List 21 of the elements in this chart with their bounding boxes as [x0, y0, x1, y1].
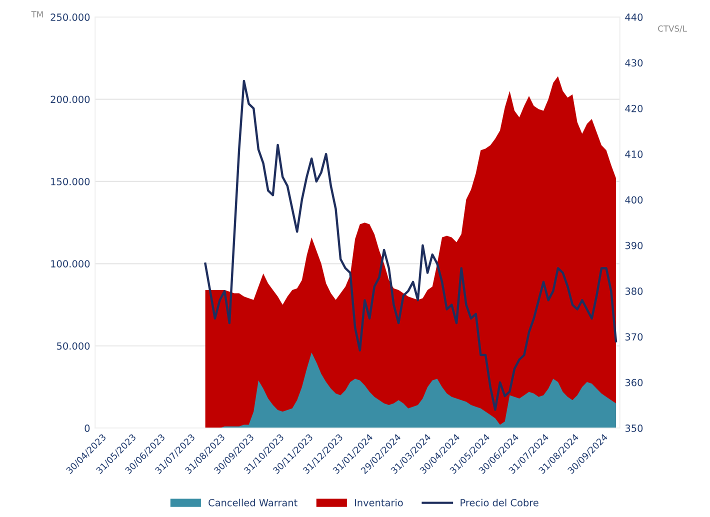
y-axis-title: TM — [31, 11, 43, 18]
y2-tick-label: 360 — [625, 378, 643, 386]
y2-tick-label: 390 — [625, 242, 643, 250]
y-tick-label: 200.000 — [50, 96, 90, 104]
y2-tick-label: 430 — [625, 59, 643, 67]
y-tick-label: 150.000 — [51, 178, 90, 186]
y2-tick-label: 420 — [625, 104, 643, 112]
y2-tick-label: 370 — [625, 333, 643, 341]
y-tick-label: 0 — [84, 424, 90, 432]
y2-tick-label: 410 — [625, 150, 643, 158]
legend-label: Cancelled Warrant — [208, 498, 298, 506]
y2-axis-title: CTVS/L — [658, 25, 687, 32]
y2-tick-label: 350 — [625, 424, 643, 432]
y2-tick-label: 400 — [625, 196, 643, 204]
legend-label: Inventario — [354, 498, 403, 506]
y-tick-label: 50.000 — [57, 342, 90, 350]
y2-tick-label: 380 — [625, 288, 643, 295]
legend-label: Precio del Cobre — [460, 498, 538, 506]
y-tick-label: 250.000 — [50, 14, 90, 21]
y-tick-label: 100.000 — [51, 260, 90, 268]
y2-tick-label: 440 — [625, 14, 643, 21]
